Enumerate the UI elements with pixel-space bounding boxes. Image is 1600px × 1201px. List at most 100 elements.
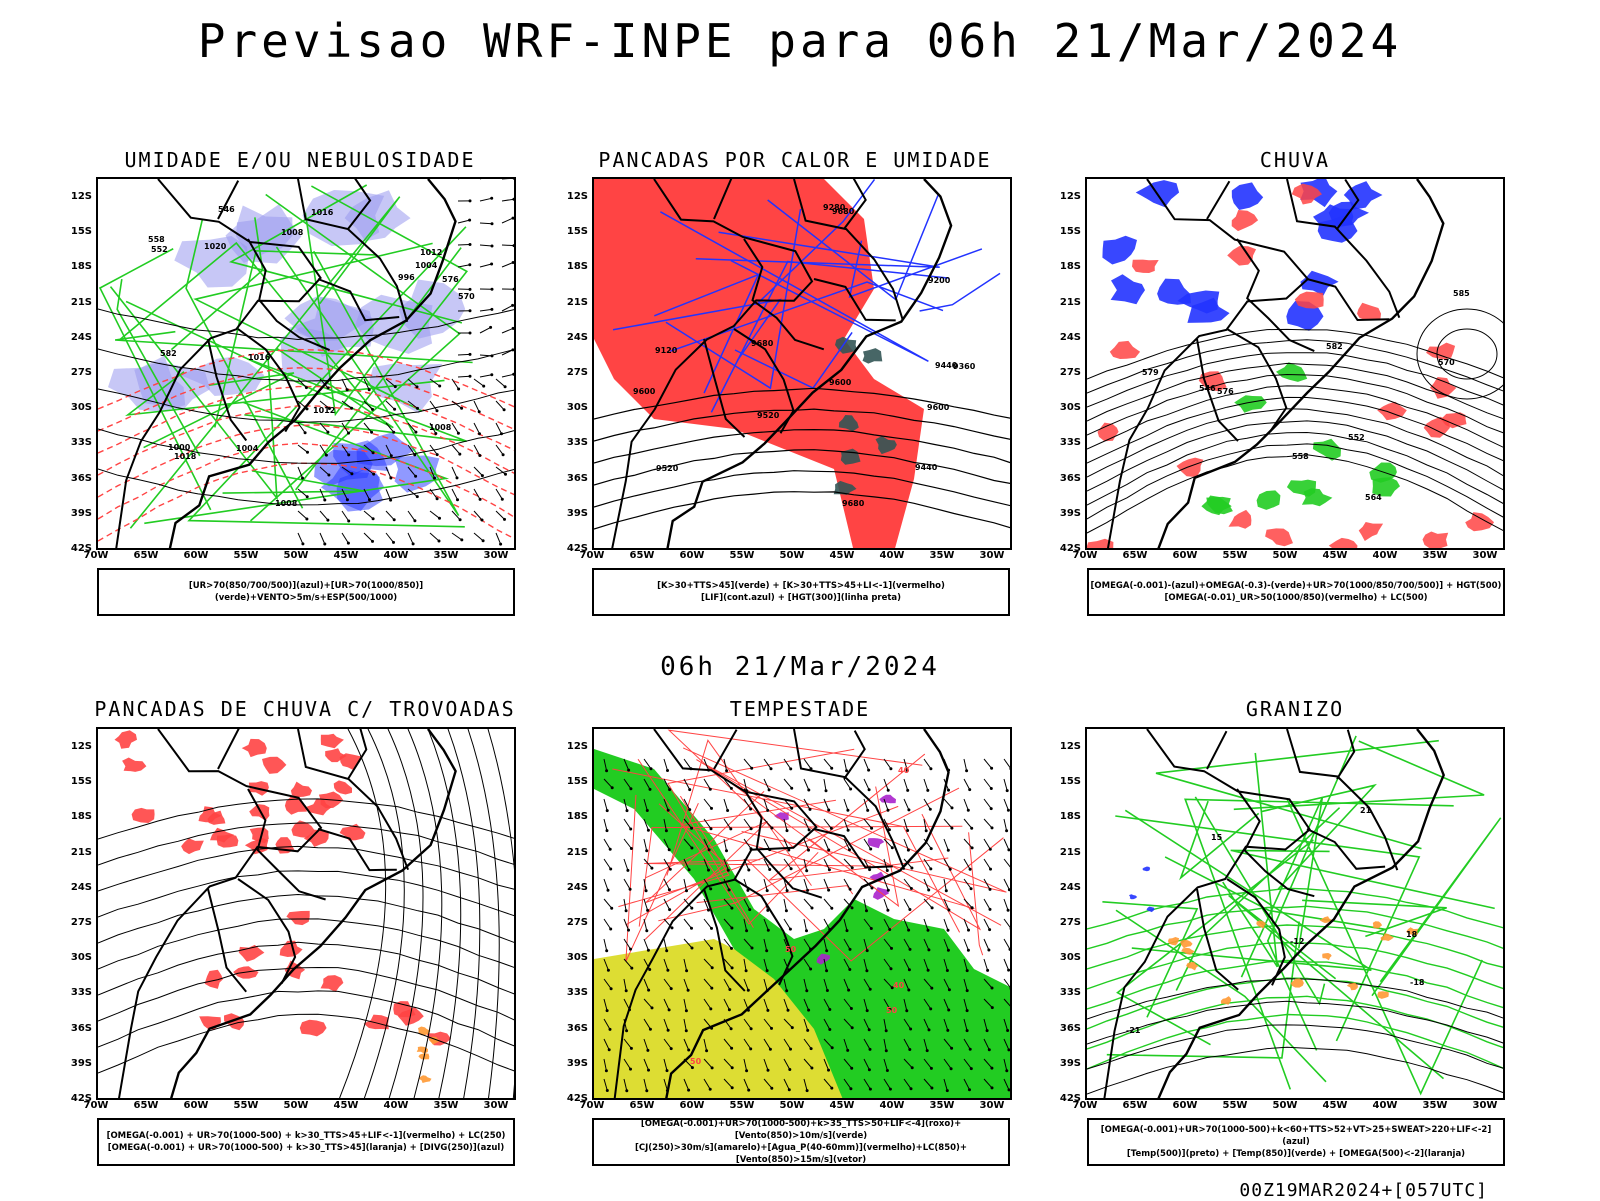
lon-tick-label: 60W: [181, 550, 211, 561]
wind-850-vector-head: [630, 847, 633, 850]
wind-vector: [342, 511, 349, 521]
lon-tick-label: 40W: [877, 550, 907, 561]
legend-line: [LIF](cont.azul) + [HGT(300)](linha pret…: [594, 592, 1008, 604]
wind-vector-head: [416, 495, 419, 498]
wind-850-vector-head: [851, 906, 854, 909]
wind-850-vector-head: [608, 1048, 611, 1051]
lon-tick-label: 35W: [431, 550, 461, 561]
wind-vector: [502, 263, 513, 268]
wind-850-vector-head: [606, 1009, 609, 1012]
wind-850-vector-head: [947, 789, 950, 792]
wind-850-vector-head: [728, 1008, 731, 1011]
omega-500-area: [1322, 953, 1332, 960]
wind-vector-head: [347, 542, 350, 545]
wind-850-vector-head: [845, 769, 848, 772]
wind-850-vector-head: [925, 829, 928, 832]
wind-850-vector: [1004, 819, 1007, 831]
wind-850-vector: [644, 939, 648, 950]
wind-vector-head: [482, 385, 485, 388]
wind-vector-head: [502, 453, 505, 456]
wind-850-vector: [944, 839, 948, 850]
contour-label: 579: [1142, 368, 1159, 377]
lon-tick-label: 70W: [81, 1100, 111, 1111]
wind-850-vector-head: [851, 866, 854, 869]
wind-850-vector-head: [929, 867, 932, 870]
wind-850-vector-head: [790, 867, 793, 870]
wind-850-vector: [964, 759, 967, 771]
contour-label: 40: [898, 766, 910, 775]
lat-tick-label: 30S: [66, 952, 92, 963]
lat-tick-label: 39S: [1055, 1058, 1081, 1069]
lat-tick-label: 30S: [1055, 952, 1081, 963]
wind-vector: [502, 199, 514, 201]
wind-850-vector-head: [666, 769, 669, 772]
wind-850-vector-head: [907, 929, 910, 932]
contour-label: 1008: [275, 499, 298, 508]
wind-850-vector: [784, 899, 786, 911]
wind-850-vector-head: [971, 846, 974, 849]
panel-title-pancadas-calor: PANCADAS POR CALOR E UMIDADE: [575, 148, 1015, 172]
lon-tick-label: 40W: [1370, 1100, 1400, 1111]
omega-500-area: [1180, 940, 1192, 949]
wind-850-vector-head: [685, 889, 688, 892]
wind-850-vector-head: [950, 827, 953, 830]
wind-850-vector-head: [831, 1046, 834, 1049]
wind-vector-head: [436, 409, 439, 412]
wind-vector-head: [438, 385, 441, 388]
wind-850-vector-head: [647, 949, 650, 952]
wind-850-vector: [1004, 839, 1009, 850]
wind-vector-head: [416, 407, 419, 410]
wind-850-vector-head: [725, 769, 728, 772]
wind-vector: [298, 445, 308, 452]
thunderstorm-area: [334, 780, 352, 794]
wind-vector: [342, 533, 348, 543]
lon-tick-label: 55W: [727, 550, 757, 561]
wind-850-vector-head: [730, 787, 733, 790]
lon-tick-label: 70W: [1070, 550, 1100, 561]
wind-850-vector-head: [687, 1089, 690, 1092]
legend-tempestade: [OMEGA(-0.001)+UR>70(1000-500)+k>35_TTS>…: [592, 1118, 1010, 1166]
rain-area: [1229, 510, 1252, 529]
wind-850-vector-head: [869, 848, 872, 851]
contour-label: 1004: [236, 444, 259, 453]
wind-850-vector-head: [886, 869, 889, 872]
wind-vector-head: [513, 288, 516, 291]
lat-tick-label: 33S: [1055, 987, 1081, 998]
wind-850-vector-head: [929, 767, 932, 770]
lat-tick-label: 30S: [66, 402, 92, 413]
wind-vector: [480, 327, 491, 333]
wind-vector-head: [325, 454, 328, 457]
lat-tick-label: 27S: [562, 367, 588, 378]
wind-850-vector-head: [649, 788, 652, 791]
wind-850-vector-head: [927, 948, 930, 951]
wind-850-vector-head: [948, 988, 951, 991]
wind-vector: [502, 245, 514, 246]
wind-vector: [480, 355, 492, 356]
wind-850-vector: [984, 899, 990, 909]
panel-title-trovoadas: PANCADAS DE CHUVA C/ TROVOADAS: [85, 697, 525, 721]
wind-vector-head: [305, 386, 308, 389]
wind-850-vector: [984, 779, 991, 789]
lon-tick-label: 50W: [281, 1100, 311, 1111]
wind-850-vector-head: [905, 1009, 908, 1012]
lon-tick-label: 30W: [481, 550, 511, 561]
panel-title-granizo: GRANIZO: [1075, 697, 1515, 721]
lat-tick-label: 36S: [562, 473, 588, 484]
wind-850-vector-head: [690, 847, 693, 850]
wind-850-vector-head: [970, 887, 973, 890]
thunderstorm-area: [262, 757, 286, 774]
wind-vector-head: [306, 495, 309, 498]
wind-850-vector-head: [868, 1028, 871, 1031]
lat-tick-label: 33S: [66, 987, 92, 998]
lat-tick-label: 36S: [562, 1023, 588, 1034]
wind-vector-head: [504, 385, 507, 388]
wind-850-vector-head: [605, 769, 608, 772]
wind-850-vector-head: [1007, 848, 1010, 851]
wind-850-vector-head: [930, 847, 933, 850]
wind-vector: [386, 401, 395, 409]
rain-area: [1177, 458, 1204, 478]
wind-850-vector-head: [1007, 1048, 1010, 1051]
thunderstorm-area: [217, 834, 239, 847]
wind-850-vector-head: [770, 1027, 773, 1030]
wind-vector: [430, 533, 439, 541]
